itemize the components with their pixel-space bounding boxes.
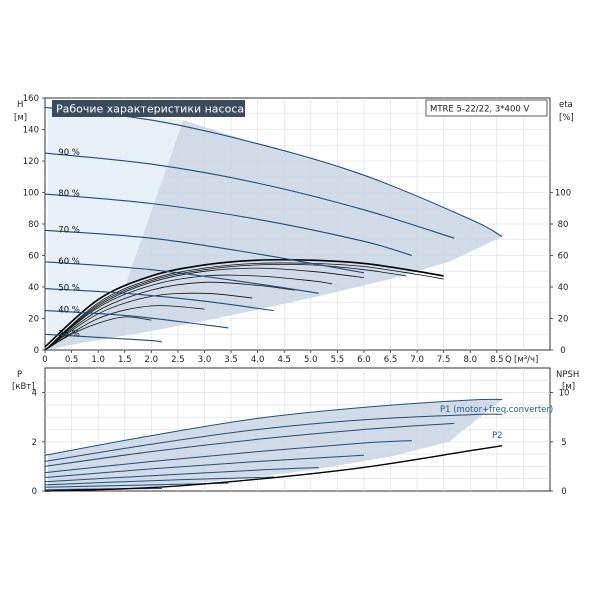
head-curve <box>44 229 364 274</box>
head-curve <box>44 310 229 329</box>
best-efficiency-curve <box>44 258 444 348</box>
model-label: MTRE 5-22/22, 3*400 V <box>430 105 529 115</box>
low-flow-region <box>47 107 184 347</box>
y2-axis-label: eta <box>559 100 573 110</box>
npsh-tick-label: 10 <box>559 389 570 399</box>
x-tick-label: 4.5 <box>277 355 291 365</box>
head-curve <box>44 106 503 238</box>
efficiency-curve <box>44 292 253 351</box>
y-tick-label: 100 <box>23 189 39 199</box>
x-tick-label: 6.0 <box>357 355 371 365</box>
power-tick-label: 0 <box>32 487 37 497</box>
x-tick-label: 1.0 <box>91 355 105 365</box>
operating-region <box>47 120 503 350</box>
head-curve <box>44 152 455 239</box>
x-tick-label: 7.0 <box>410 355 424 365</box>
power-curve <box>44 467 319 483</box>
p1-series-label: P1 (motor+freq.converter) <box>440 405 553 415</box>
x-axis-label: Q <box>505 355 512 365</box>
power-axis-unit: [кВт] <box>12 382 35 392</box>
npsh-tick-label: 5 <box>561 438 566 448</box>
y-tick-label: 80 <box>28 220 39 230</box>
chart-title: Рабочие характеристики насоса <box>56 103 244 116</box>
x-tick-label: 2.0 <box>145 355 159 365</box>
y2-axis-unit: [%] <box>559 113 574 123</box>
head-curve <box>44 193 412 257</box>
y-tick-label: 140 <box>23 126 39 136</box>
x-tick-label: 5.0 <box>304 355 318 365</box>
power-region <box>47 399 503 491</box>
speed-label: 25 % <box>58 329 80 339</box>
x-tick-label: 0 <box>42 355 47 365</box>
x-tick-label: 0.5 <box>65 355 79 365</box>
y-tick-label: 120 <box>23 157 39 167</box>
power-axis-label: P <box>17 370 22 380</box>
head-curve <box>44 261 319 294</box>
bottom-operating-envelope <box>47 399 503 491</box>
npsh-axis-label: NPSH <box>556 370 579 380</box>
y-tick-label: 60 <box>28 252 39 262</box>
efficiency-curve <box>44 263 407 351</box>
y2-tick-label: 40 <box>558 283 569 293</box>
power-tick-label: 2 <box>32 438 37 448</box>
efficiency-curve <box>44 262 444 351</box>
power-curve <box>44 454 364 478</box>
speed-label: 60 % <box>58 257 80 267</box>
x-axis-unit: [м³/ч] <box>514 355 538 365</box>
y-axis-label: H <box>17 100 23 110</box>
power-curve <box>44 476 274 486</box>
model-label-box <box>425 99 548 117</box>
y-tick-label: 40 <box>28 283 39 293</box>
efficiency-curve <box>44 316 152 351</box>
speed-label: 70 % <box>58 225 80 235</box>
efficiency-curve <box>44 281 295 351</box>
x-tick-label: 2.5 <box>171 355 185 365</box>
npsh-axis-unit: [м] <box>562 382 575 392</box>
power-curves <box>44 398 503 491</box>
speed-label: 90 % <box>58 148 80 158</box>
x-tick-label: 3.0 <box>198 355 212 365</box>
y-tick-label: 0 <box>34 346 39 356</box>
x-tick-label: 3.5 <box>224 355 238 365</box>
title-box <box>52 100 245 117</box>
x-tick-label: 7.5 <box>437 355 451 365</box>
speed-label: 40 % <box>58 306 80 316</box>
y-tick-label: 20 <box>28 315 39 325</box>
y2-tick-label: 80 <box>558 220 569 230</box>
power-curve <box>44 422 455 467</box>
x-tick-label: 6.5 <box>384 355 398 365</box>
power-tick-label: 4 <box>32 389 37 399</box>
y2-tick-label: 60 <box>558 252 569 262</box>
efficiency-curve <box>44 267 364 351</box>
npsh-tick-label: 0 <box>561 487 566 497</box>
x-tick-label: 5.5 <box>331 355 345 365</box>
npsh-curve <box>44 445 503 492</box>
npsh-curve <box>44 445 503 492</box>
y2-tick-label: 0 <box>560 346 565 356</box>
x-tick-label: 8.5 <box>490 355 504 365</box>
speed-label: 50 % <box>58 284 80 294</box>
y-tick-label: 160 <box>23 94 39 104</box>
x-tick-label: 1.5 <box>118 355 132 365</box>
head-curves <box>44 106 503 343</box>
x-tick-label: 8.0 <box>463 355 477 365</box>
y-axis-unit: [м] <box>14 113 27 123</box>
efficiency-curve <box>44 305 205 351</box>
head-curve <box>44 288 274 312</box>
y2-tick-label: 20 <box>558 315 569 325</box>
x-tick-label: 4.0 <box>251 355 265 365</box>
power-curve <box>44 398 503 456</box>
y2-tick-label: 100 <box>555 189 571 199</box>
top-operating-envelope <box>47 107 503 350</box>
axis-ticks: 0 0.5 1.0 1.5 2.0 2.5 3.0 3.5 4.0 4.5 5.0 5.5 6.0 6.5… <box>23 94 571 497</box>
speed-label: 80 % <box>58 189 80 199</box>
p2-series-label: P2 <box>492 431 503 441</box>
power-curve <box>44 440 412 474</box>
power-curve <box>44 413 503 462</box>
head-curve <box>44 333 162 343</box>
